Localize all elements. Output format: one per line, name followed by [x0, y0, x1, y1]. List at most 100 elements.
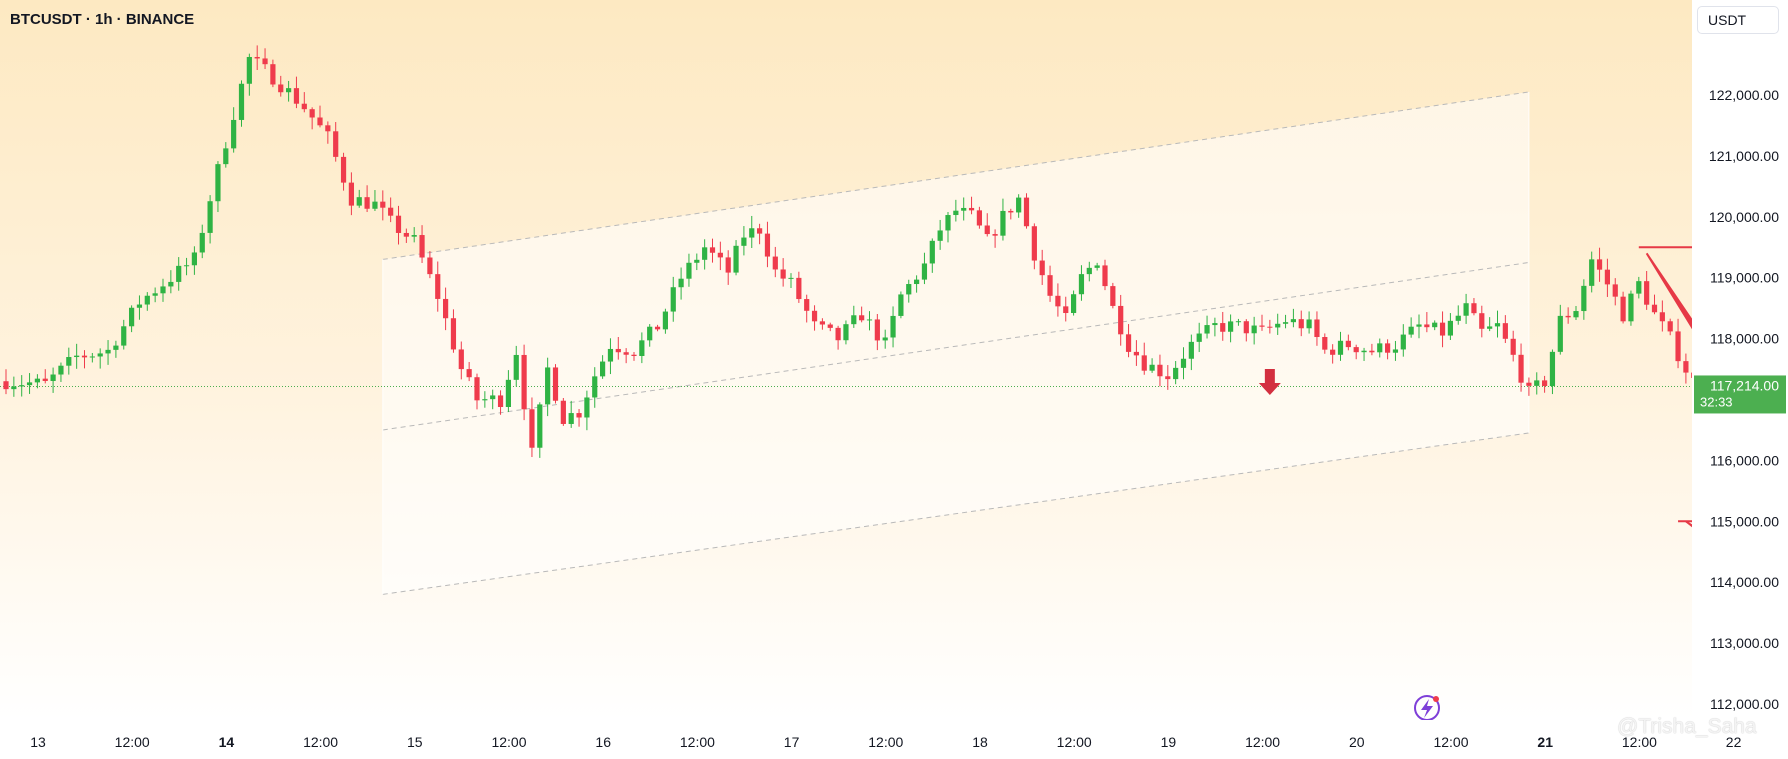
- candle-body: [1031, 226, 1037, 261]
- candle-body: [286, 88, 292, 93]
- candle-body: [113, 345, 119, 350]
- candle-body: [1502, 323, 1508, 339]
- candle-body: [537, 404, 543, 448]
- candle-body: [1063, 306, 1069, 314]
- candle-body: [717, 252, 723, 258]
- candle-body: [1534, 380, 1540, 386]
- time-tick-label: 17: [784, 734, 800, 750]
- candle-body: [929, 240, 935, 264]
- candle-body: [58, 365, 64, 375]
- currency-button[interactable]: USDT: [1697, 6, 1779, 34]
- candle-body: [1267, 326, 1273, 328]
- candle-body: [804, 299, 810, 311]
- candle-body: [1361, 350, 1367, 353]
- channel-upper-line: [382, 91, 1529, 260]
- candle-body: [827, 324, 833, 328]
- candle-body: [709, 247, 716, 253]
- candle-body: [364, 197, 370, 209]
- candle-body: [953, 210, 959, 216]
- candle-body: [1306, 319, 1312, 329]
- candle-body: [1447, 320, 1453, 336]
- candle-body: [600, 361, 606, 377]
- candle-body: [1408, 326, 1414, 335]
- candle-body: [458, 349, 464, 370]
- time-tick-label: 12:00: [303, 734, 338, 750]
- candle-body: [1439, 322, 1446, 336]
- candle-body: [1149, 364, 1155, 371]
- candle-body: [694, 259, 700, 263]
- candle-body: [1510, 338, 1516, 355]
- time-tick-label: 12:00: [868, 734, 903, 750]
- candle-body: [340, 156, 347, 183]
- price-axis[interactable]: 122,000.00 121,000.00 120,000.00 119,000.00…: [1692, 0, 1788, 759]
- time-axis[interactable]: 13 12:00 14 12:00 15 12:00 16 12:00 17 12:00 18 12:…: [0, 720, 1788, 759]
- candle-body: [1518, 354, 1524, 383]
- symbol-title[interactable]: BTCUSDT · 1h · BINANCE: [10, 11, 195, 28]
- candle-body: [1628, 293, 1634, 322]
- channel-lower-line: [382, 432, 1529, 595]
- candle-body: [1667, 321, 1673, 332]
- candle-body: [3, 381, 9, 390]
- candle-body: [129, 307, 135, 327]
- candle-body: [1322, 337, 1328, 350]
- candle-body: [1424, 324, 1430, 328]
- candle-body: [42, 378, 48, 381]
- time-tick-label: 12:00: [1622, 734, 1657, 750]
- candle-body: [199, 232, 205, 253]
- candle-body: [160, 286, 166, 294]
- price-tick-label: 122,000.00: [1709, 87, 1779, 103]
- candle-body: [1345, 340, 1351, 348]
- candle-body: [521, 354, 527, 410]
- candle-body: [545, 367, 551, 405]
- candle-body: [592, 376, 598, 398]
- candle-body: [419, 235, 425, 258]
- candle-body: [1596, 259, 1603, 270]
- candle-body: [529, 409, 535, 448]
- candle-body: [1251, 325, 1257, 334]
- candle-body: [984, 225, 990, 235]
- price-tick-label: 113,000.00: [1710, 635, 1779, 651]
- candle-body: [1314, 319, 1320, 338]
- candle-body: [270, 64, 276, 85]
- candle-body: [1220, 323, 1226, 332]
- time-tick-label: 12:00: [491, 734, 526, 750]
- parallel-channel[interactable]: [0, 91, 1692, 595]
- candle-body: [403, 232, 409, 237]
- candle-body: [144, 295, 150, 305]
- candle-body: [1047, 275, 1053, 296]
- candle-body: [647, 326, 653, 341]
- time-tick-label: 13: [30, 734, 46, 750]
- candle-body: [1023, 197, 1030, 227]
- candle-body: [1133, 351, 1139, 356]
- time-tick-label: 14: [219, 734, 235, 750]
- candle-body: [1330, 349, 1336, 355]
- candle-body: [1173, 367, 1179, 380]
- candle-body: [1542, 380, 1548, 387]
- candle-body: [631, 354, 637, 356]
- candle-body: [66, 357, 72, 366]
- candle-body: [757, 228, 763, 234]
- candle-body: [882, 337, 888, 341]
- price-tick-label: 118,000.00: [1710, 331, 1779, 347]
- candle-body: [992, 234, 998, 236]
- candle-body: [238, 83, 245, 120]
- candle-body: [1039, 260, 1045, 276]
- price-tick-label: 121,000.00: [1709, 148, 1779, 164]
- candle-body: [1298, 319, 1304, 329]
- candle-body: [1071, 294, 1077, 314]
- candle-body: [223, 148, 229, 165]
- time-tick-label: 20: [1349, 734, 1365, 750]
- candle-body: [231, 119, 237, 149]
- candle-body: [81, 355, 88, 358]
- candle-body: [1000, 210, 1006, 236]
- candle-body: [372, 201, 378, 209]
- candle-body: [262, 58, 268, 65]
- time-tick-label: 18: [972, 734, 988, 750]
- candle-body: [1400, 334, 1406, 350]
- candle-body: [796, 277, 802, 300]
- candle-body: [859, 315, 865, 321]
- candle-body: [1651, 304, 1658, 313]
- channel-middle-line: [382, 261, 1529, 431]
- candle-body: [639, 340, 645, 356]
